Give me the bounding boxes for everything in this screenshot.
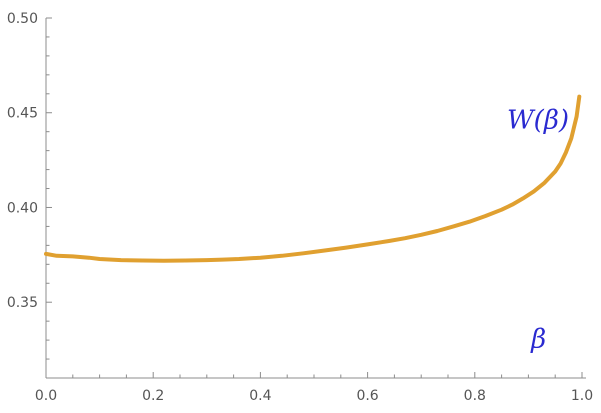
y-tick-label: 0.45 [7, 106, 38, 122]
axis-variable-annotation: β [530, 325, 546, 355]
y-tick-label: 0.40 [7, 200, 38, 216]
x-tick-label: 0.2 [142, 388, 164, 404]
y-tick-label: 0.50 [7, 11, 38, 27]
annotations: W(β) β [507, 105, 569, 354]
series-layer [44, 94, 582, 263]
curve-label-annotation: W(β) [507, 105, 569, 135]
series-line [44, 94, 582, 263]
x-tick-label: 0.6 [356, 388, 378, 404]
y-tick-label: 0.35 [7, 295, 38, 311]
x-tick-label: 0.8 [464, 388, 486, 404]
x-tick-label: 0.4 [249, 388, 271, 404]
axes: 0.0 0.2 0.4 0.6 0.8 1.0 0.35 0.40 0.45 0.50 [7, 11, 593, 404]
x-tick-label: 0.0 [35, 388, 57, 404]
x-tick-label: 1.0 [571, 388, 593, 404]
